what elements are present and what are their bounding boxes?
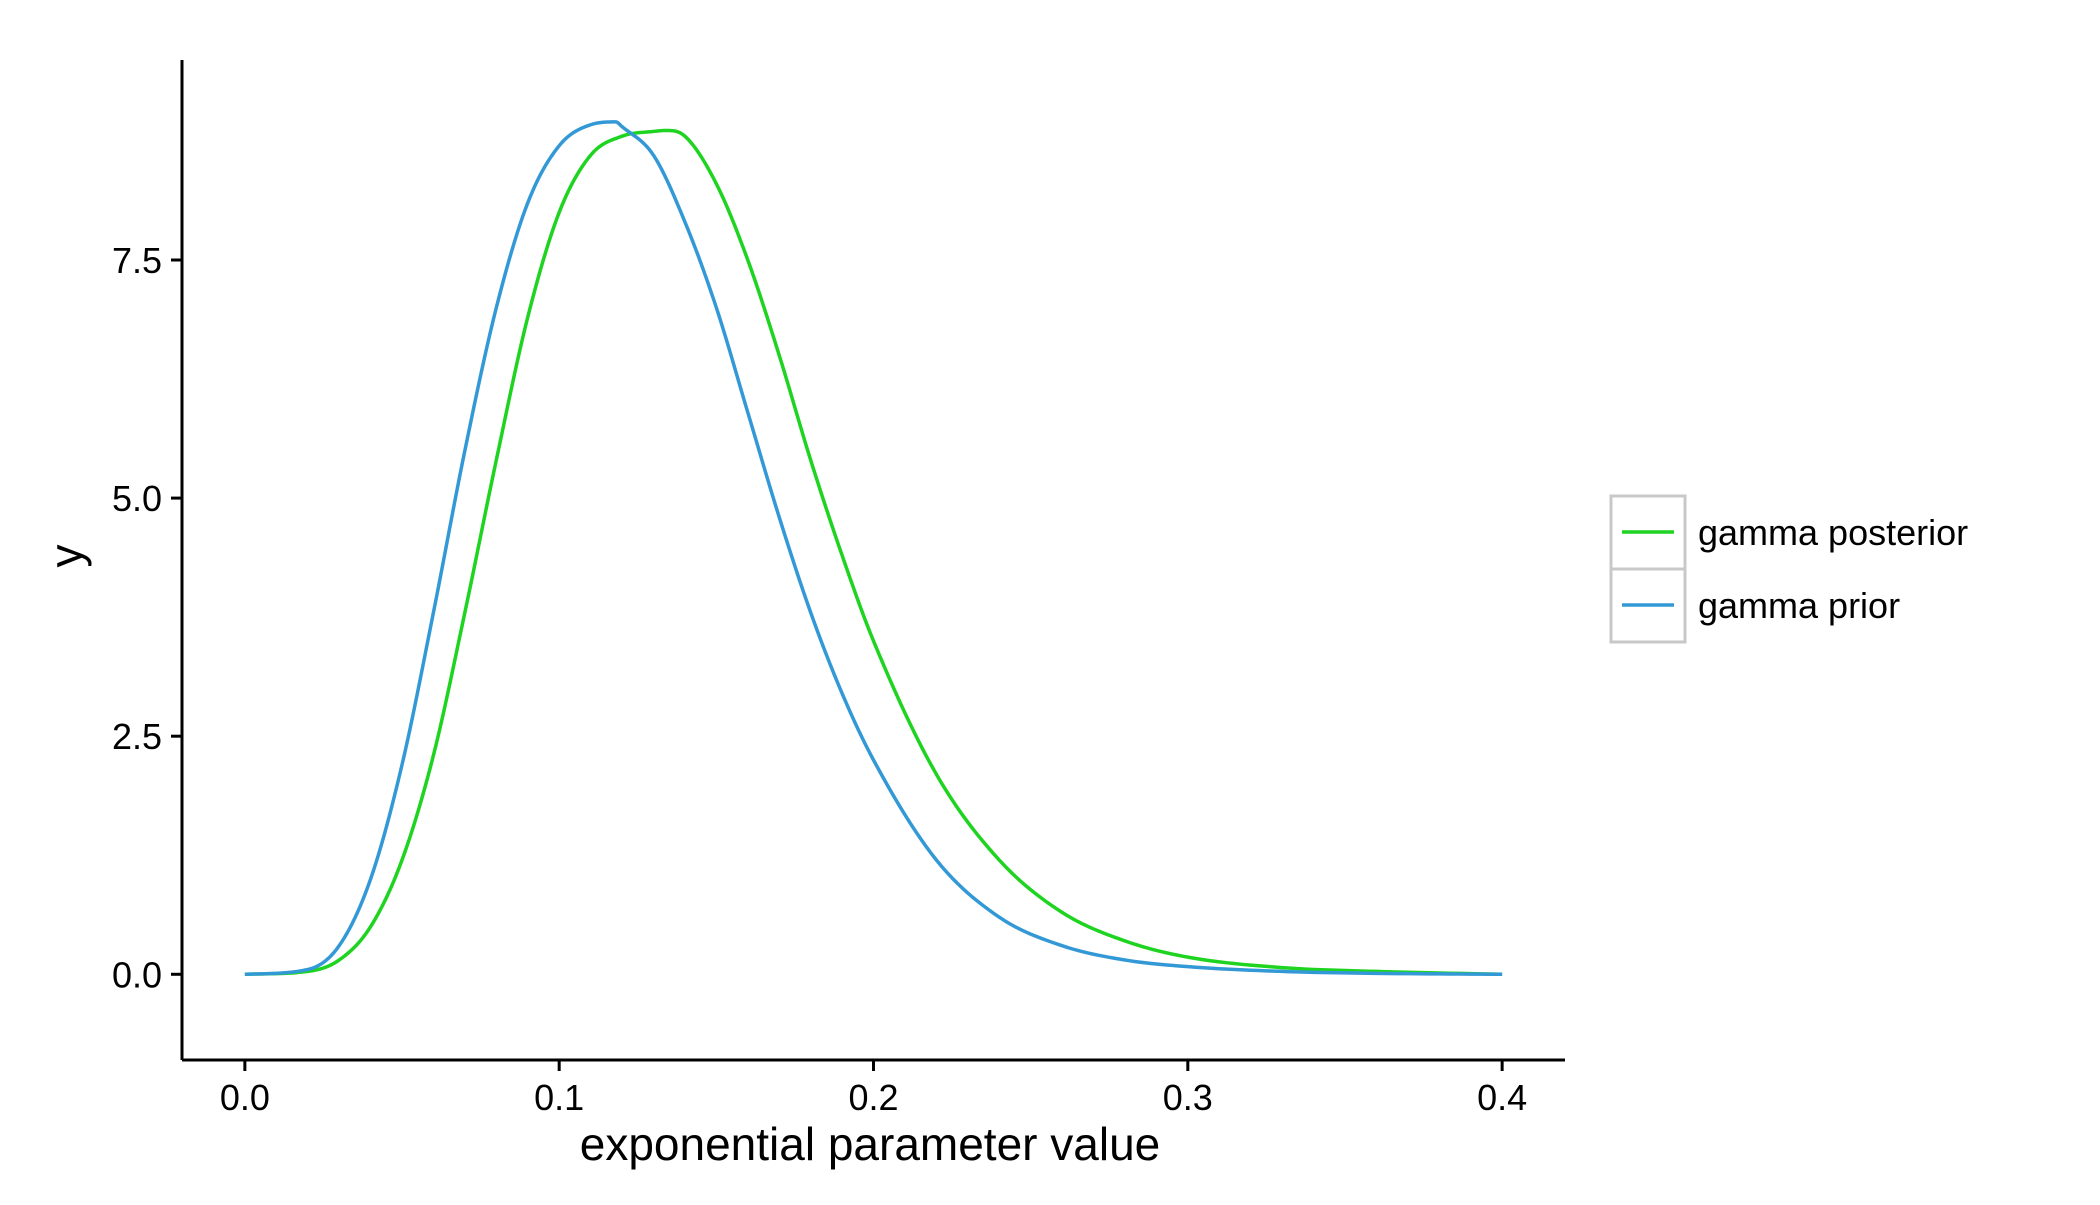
y-tick-label: 7.5 <box>112 240 162 281</box>
y-tick-label: 0.0 <box>112 954 162 995</box>
x-tick-label: 0.4 <box>1477 1077 1527 1118</box>
legend-label-posterior: gamma posterior <box>1698 512 1968 553</box>
series-line-gamma-prior <box>244 120 1503 977</box>
y-tick-label: 2.5 <box>112 716 162 757</box>
series-lines <box>244 120 1503 977</box>
x-axis-title: exponential parameter value <box>580 1118 1160 1170</box>
y-axis-title: y <box>40 545 92 568</box>
ticks: 0.0 0.1 0.2 0.3 0.4 0.0 2.5 5.0 7.5 <box>112 240 1527 1118</box>
x-tick-label: 0.3 <box>1163 1077 1213 1118</box>
series-line-gamma-posterior <box>244 128 1503 977</box>
legend: gamma posterior gamma prior <box>1609 494 1968 644</box>
legend-label-prior: gamma prior <box>1698 585 1900 626</box>
axes <box>180 60 1565 1062</box>
y-tick-label: 5.0 <box>112 478 162 519</box>
x-tick-label: 0.1 <box>534 1077 584 1118</box>
x-tick-label: 0.2 <box>848 1077 898 1118</box>
x-tick-label: 0.0 <box>220 1077 270 1118</box>
